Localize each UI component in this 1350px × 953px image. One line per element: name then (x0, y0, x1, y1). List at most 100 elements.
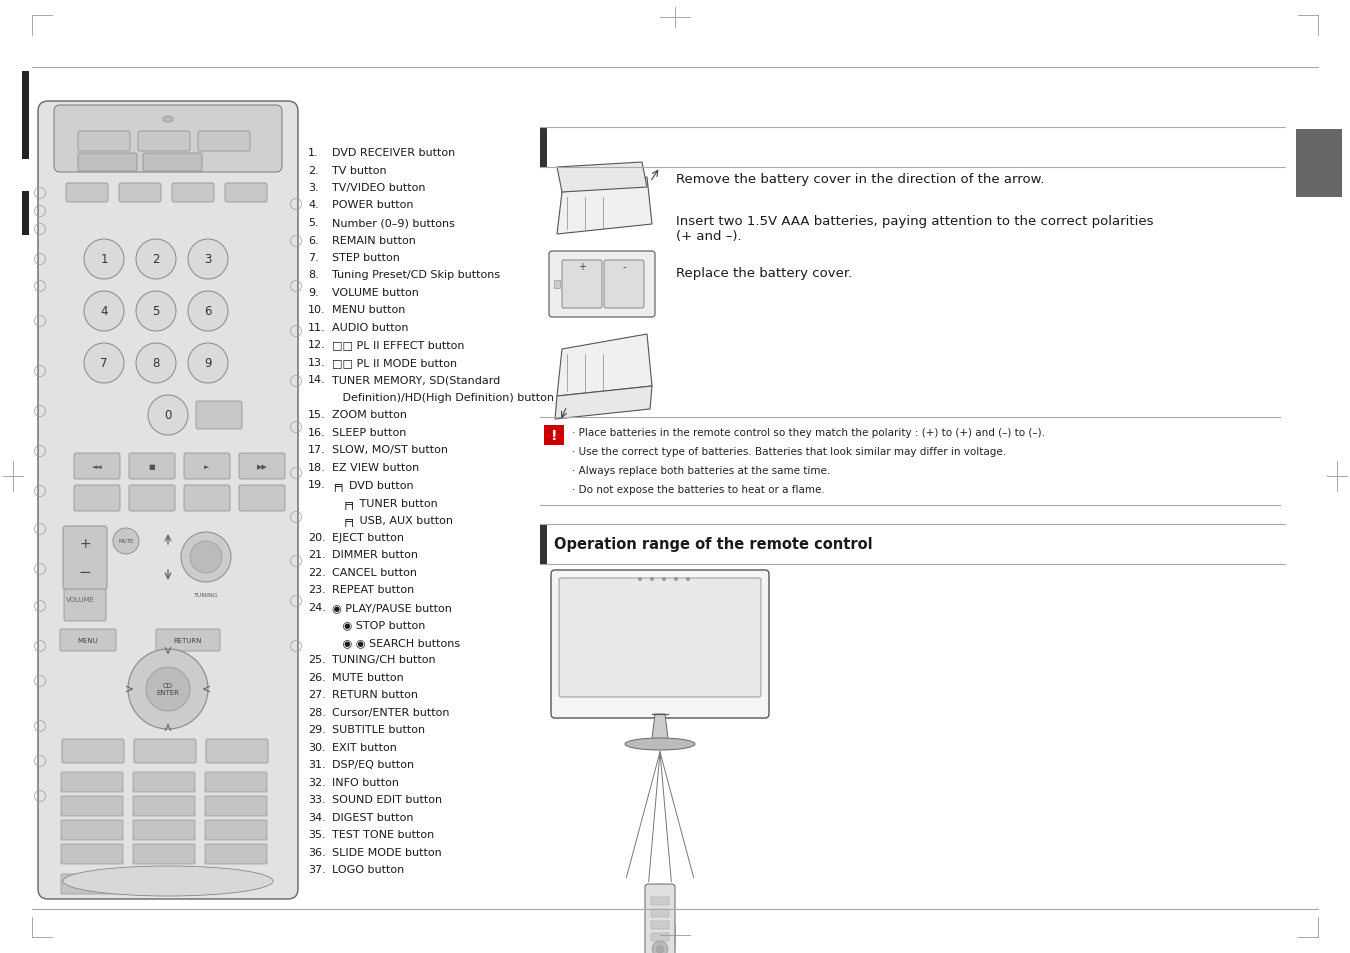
FancyBboxPatch shape (171, 184, 215, 203)
Text: 17.: 17. (308, 445, 325, 455)
Circle shape (190, 541, 221, 574)
Text: DIMMER button: DIMMER button (332, 550, 418, 560)
FancyBboxPatch shape (78, 153, 136, 172)
Text: CANCEL button: CANCEL button (332, 567, 417, 578)
Circle shape (686, 578, 690, 581)
Polygon shape (558, 178, 652, 234)
Text: MENU button: MENU button (332, 305, 405, 315)
FancyBboxPatch shape (205, 821, 267, 841)
Text: □□ PL II MODE button: □□ PL II MODE button (332, 357, 458, 368)
Text: 5.: 5. (308, 218, 319, 228)
FancyBboxPatch shape (134, 821, 194, 841)
FancyBboxPatch shape (119, 184, 161, 203)
Text: SUBTITLE button: SUBTITLE button (332, 724, 425, 735)
Text: 33.: 33. (308, 795, 325, 804)
FancyBboxPatch shape (61, 874, 128, 894)
Circle shape (136, 240, 176, 280)
Text: +: + (578, 262, 586, 272)
Text: 23.: 23. (308, 585, 325, 595)
FancyBboxPatch shape (134, 844, 194, 864)
Text: Tuning Preset/CD Skip buttons: Tuning Preset/CD Skip buttons (332, 271, 500, 280)
FancyBboxPatch shape (551, 571, 769, 719)
Text: 8.: 8. (308, 271, 319, 280)
FancyBboxPatch shape (559, 578, 761, 698)
Bar (651, 897, 670, 905)
Polygon shape (558, 335, 652, 396)
Text: 27.: 27. (308, 690, 325, 700)
Text: Operation range of the remote control: Operation range of the remote control (554, 537, 872, 552)
Text: 3.: 3. (308, 183, 319, 193)
Bar (651, 933, 670, 941)
FancyBboxPatch shape (239, 485, 285, 512)
FancyBboxPatch shape (61, 772, 123, 792)
Text: REPEAT button: REPEAT button (332, 585, 414, 595)
Text: EJECT button: EJECT button (332, 533, 404, 542)
Text: 5: 5 (153, 305, 159, 318)
Text: 37.: 37. (308, 864, 325, 875)
FancyBboxPatch shape (562, 261, 602, 309)
FancyBboxPatch shape (54, 106, 282, 172)
Text: ╒╕ TUNER button: ╒╕ TUNER button (332, 497, 437, 508)
FancyBboxPatch shape (74, 454, 120, 479)
Text: EZ VIEW button: EZ VIEW button (332, 462, 420, 473)
Text: 7.: 7. (308, 253, 319, 263)
Text: TV button: TV button (332, 165, 386, 175)
Bar (1296, 130, 1342, 198)
Circle shape (656, 945, 664, 953)
Text: · Place batteries in the remote control so they match the polarity : (+) to (+) : · Place batteries in the remote control … (572, 428, 1045, 437)
Text: +: + (80, 537, 90, 551)
FancyBboxPatch shape (63, 589, 107, 621)
Bar (22, 71, 28, 160)
Text: ◉ STOP button: ◉ STOP button (332, 619, 425, 630)
Text: MENU: MENU (77, 638, 99, 643)
Circle shape (649, 578, 653, 581)
Text: SOUND EDIT button: SOUND EDIT button (332, 795, 441, 804)
FancyBboxPatch shape (205, 844, 267, 864)
Text: Number (0–9) buttons: Number (0–9) buttons (332, 218, 455, 228)
Text: MUTE: MUTE (119, 539, 134, 544)
Text: DIGEST button: DIGEST button (332, 812, 413, 822)
Text: VOLUME button: VOLUME button (332, 288, 418, 297)
Text: AUDIO button: AUDIO button (332, 323, 409, 333)
Text: 2.: 2. (308, 165, 319, 175)
Circle shape (146, 667, 190, 711)
Circle shape (188, 344, 228, 384)
Text: DSP/EQ button: DSP/EQ button (332, 760, 414, 770)
FancyBboxPatch shape (78, 132, 130, 152)
Polygon shape (652, 714, 668, 740)
Text: 20.: 20. (308, 533, 325, 542)
Text: 4.: 4. (308, 200, 319, 211)
FancyBboxPatch shape (207, 740, 269, 763)
Text: DVD RECEIVER button: DVD RECEIVER button (332, 148, 455, 158)
Text: TEST TONE button: TEST TONE button (332, 830, 435, 840)
FancyBboxPatch shape (130, 485, 176, 512)
Circle shape (84, 344, 124, 384)
Text: RETURN button: RETURN button (332, 690, 418, 700)
Circle shape (84, 292, 124, 332)
Text: · Do not expose the batteries to heat or a flame.: · Do not expose the batteries to heat or… (572, 484, 825, 495)
Circle shape (652, 941, 668, 953)
Bar (540, 128, 547, 168)
FancyBboxPatch shape (157, 629, 220, 651)
FancyBboxPatch shape (138, 132, 190, 152)
Text: SLIDE MODE button: SLIDE MODE button (332, 847, 441, 857)
Text: 0: 0 (165, 409, 171, 422)
Text: 25.: 25. (308, 655, 325, 665)
Text: Insert two 1.5V AAA batteries, paying attention to the correct polarities
(+ and: Insert two 1.5V AAA batteries, paying at… (676, 214, 1153, 243)
FancyBboxPatch shape (63, 526, 107, 590)
FancyBboxPatch shape (239, 454, 285, 479)
Text: 9: 9 (204, 357, 212, 370)
FancyBboxPatch shape (225, 184, 267, 203)
Text: 19.: 19. (308, 480, 325, 490)
FancyBboxPatch shape (61, 796, 123, 816)
Bar (540, 524, 547, 564)
Text: SLOW, MO/ST button: SLOW, MO/ST button (332, 445, 448, 455)
Text: 32.: 32. (308, 778, 325, 787)
Text: REMAIN button: REMAIN button (332, 235, 416, 245)
Circle shape (674, 578, 678, 581)
Text: TUNER MEMORY, SD(Standard: TUNER MEMORY, SD(Standard (332, 375, 501, 385)
Text: LOGO button: LOGO button (332, 864, 404, 875)
Text: 4: 4 (100, 305, 108, 318)
Text: ▶▶: ▶▶ (256, 463, 267, 470)
Bar (22, 192, 28, 235)
